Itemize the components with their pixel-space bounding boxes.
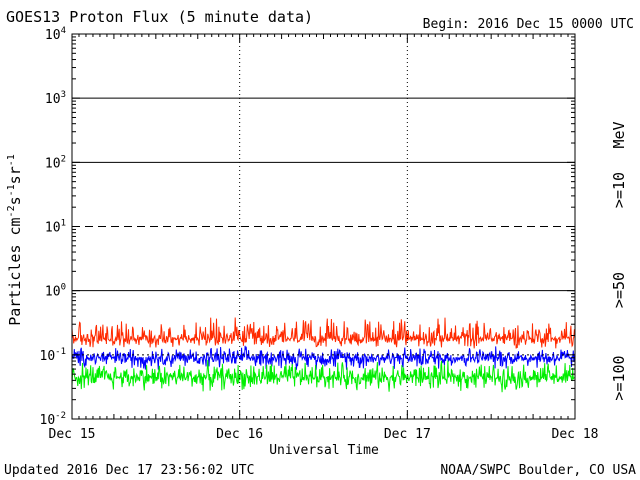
y-tick-label: 102 (45, 154, 66, 171)
credit: NOAA/SWPC Boulder, CO USA (440, 463, 636, 478)
y-tick-label: 101 (45, 219, 66, 236)
x-tick-label: Dec 17 (384, 427, 431, 442)
x-tick-label: Dec 18 (552, 427, 599, 442)
chart-title: GOES13 Proton Flux (5 minute data) (6, 8, 313, 26)
series-ge50-line (71, 345, 576, 370)
x-axis-label: Universal Time (269, 443, 379, 458)
x-tick-label: Dec 15 (49, 427, 96, 442)
y-tick-label: 10-1 (40, 347, 67, 364)
series-ge10-line (71, 317, 576, 349)
series-layer (71, 317, 576, 393)
plot-frame (71, 33, 576, 420)
y-tick-label: 100 (45, 283, 66, 300)
y-axis-label: Particles cm-2s-1sr-1 (6, 154, 24, 326)
y-tick-label: 103 (45, 90, 66, 107)
legend-ge100: >=100 (610, 355, 628, 400)
series-ge100-line (71, 359, 576, 393)
x-tick-labels: Dec 15 Dec 16 Dec 17 Dec 18 (49, 427, 599, 442)
begin-time: Begin: 2016 Dec 15 0000 UTC (423, 17, 634, 32)
y-tick-label: 10-2 (40, 411, 67, 428)
unit-label: MeV (610, 121, 628, 148)
x-tick-label: Dec 16 (216, 427, 263, 442)
legend-ge50: >=50 (610, 272, 628, 308)
y-tick-label: 104 (45, 26, 66, 43)
legend-ge10: >=10 (610, 172, 628, 208)
y-tick-labels: 10-2 10-1 100 101 102 103 104 (40, 26, 67, 428)
updated-time: Updated 2016 Dec 17 23:56:02 UTC (4, 463, 254, 478)
